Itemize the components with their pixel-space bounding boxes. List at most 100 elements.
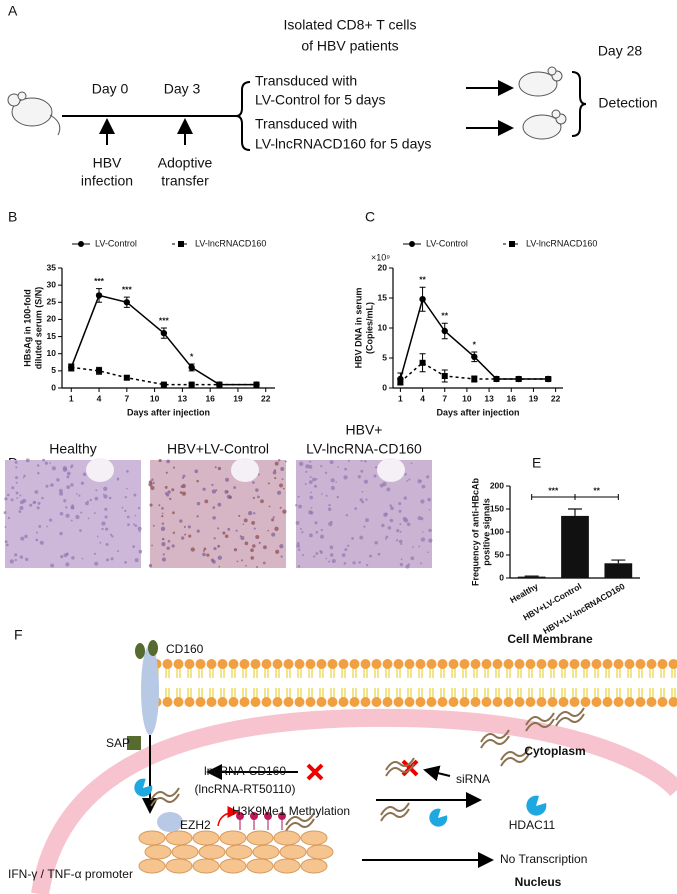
cell — [59, 531, 63, 536]
lipid-head — [459, 659, 470, 669]
cell — [217, 544, 221, 548]
cell — [252, 544, 256, 548]
cell — [19, 505, 24, 511]
cell — [172, 511, 175, 515]
y-tick-label: 15 — [378, 292, 388, 302]
cell — [280, 555, 283, 558]
lipid-head — [448, 697, 459, 707]
lipid-head — [228, 697, 239, 707]
cell — [217, 555, 222, 560]
cell — [51, 466, 56, 471]
cell — [377, 552, 381, 556]
cell — [359, 498, 363, 502]
cell — [345, 514, 349, 517]
y-tick-label: 30 — [47, 279, 57, 289]
cell — [381, 523, 385, 528]
cell — [14, 460, 18, 464]
diagram-label: No Transcription — [500, 852, 587, 866]
cell — [63, 499, 67, 503]
cell — [148, 563, 153, 568]
cell — [309, 460, 312, 463]
marker — [160, 381, 167, 388]
cell — [280, 467, 285, 471]
lipid-head — [382, 659, 393, 669]
rna-strand — [285, 812, 315, 832]
lipid-head — [580, 697, 591, 707]
cell — [116, 477, 120, 481]
marker — [188, 381, 195, 388]
marker — [160, 329, 168, 337]
cell — [42, 458, 46, 462]
cell — [194, 469, 198, 474]
lipid-head — [668, 697, 677, 707]
lipid-head — [206, 697, 217, 707]
nucleosome — [306, 844, 334, 860]
cell — [305, 470, 308, 473]
cell — [313, 484, 318, 488]
lipid-tail — [627, 667, 632, 699]
cell — [359, 535, 364, 540]
cell — [66, 485, 71, 490]
cell — [166, 546, 170, 550]
lipid-head — [470, 697, 481, 707]
lipid-head — [272, 659, 283, 669]
cell — [82, 472, 87, 477]
lipid-head — [217, 659, 228, 669]
cell — [160, 526, 166, 531]
cell — [66, 471, 71, 476]
cell — [94, 496, 99, 501]
image-bg — [296, 460, 432, 568]
lipid-head — [602, 697, 613, 707]
cell — [256, 566, 259, 569]
x-axis-label: Days after injection — [436, 407, 519, 417]
nucleosome — [192, 830, 220, 846]
y-tick-label: 0 — [499, 572, 504, 582]
cell — [325, 557, 328, 560]
diagram-label: IFN-γ / TNF-α promoter — [8, 867, 133, 881]
cell — [302, 554, 305, 557]
text: Adoptive — [158, 155, 213, 171]
cell — [274, 477, 277, 480]
mouse-icon — [7, 91, 61, 136]
y-tick-label: 0 — [382, 382, 387, 392]
cell — [204, 499, 209, 504]
marker — [545, 376, 552, 382]
cell — [360, 459, 363, 463]
lipid-head — [646, 697, 657, 707]
cell — [346, 544, 350, 547]
nuclear-envelope — [31, 708, 677, 894]
lipid-head — [316, 659, 327, 669]
cell — [282, 487, 285, 490]
cell — [214, 466, 217, 469]
cell — [308, 533, 313, 538]
lipid-head — [371, 659, 382, 669]
lipid-head — [503, 659, 514, 669]
lipid-tail — [187, 667, 192, 699]
cell — [255, 488, 259, 492]
x-tick-label: 4 — [97, 393, 102, 403]
cell — [267, 482, 270, 485]
cell — [188, 534, 192, 538]
legend-label: LV-lncRNACD160 — [195, 238, 266, 248]
cell — [173, 466, 176, 469]
cell — [226, 494, 231, 499]
lipid-head — [272, 697, 283, 707]
cell — [222, 531, 226, 535]
lipid-head — [569, 697, 580, 707]
cell — [133, 523, 136, 526]
cell — [296, 544, 301, 548]
nucleosome — [219, 858, 247, 874]
hdac11 — [134, 778, 153, 797]
cell — [268, 505, 271, 508]
cell — [87, 500, 89, 503]
cell — [4, 497, 8, 501]
cell — [313, 555, 316, 558]
cell — [272, 516, 275, 519]
cell — [282, 509, 287, 514]
lipid-head — [536, 659, 547, 669]
panel-label: F — [14, 627, 23, 643]
lipid-head — [349, 697, 360, 707]
cell — [358, 561, 361, 564]
lipid-head — [382, 697, 393, 707]
lipid-head — [162, 659, 173, 669]
